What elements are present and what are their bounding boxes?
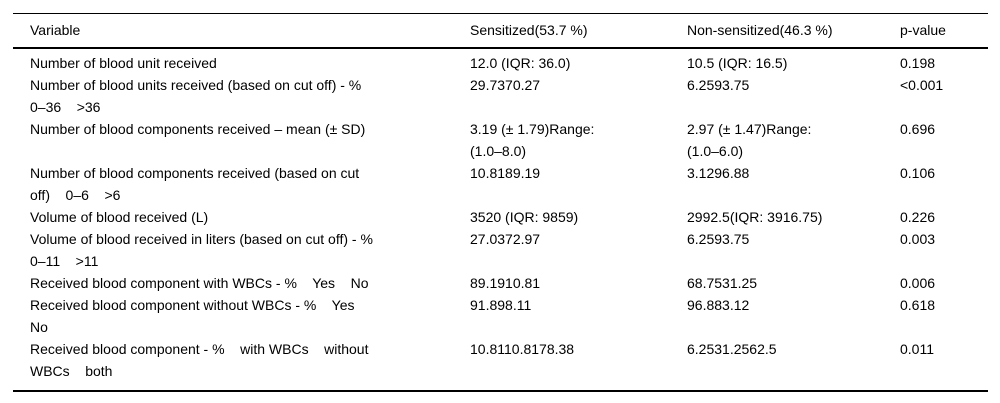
- non-sensitized-cell: 3.1296.88: [687, 162, 900, 206]
- cell-line: 2992.5(IQR: 3916.75): [687, 209, 823, 225]
- table-row: Number of blood unit received 12.0 (IQR: …: [13, 48, 988, 74]
- table-row: Received blood component without WBCs - …: [13, 294, 988, 338]
- non-sensitized-cell: 2992.5(IQR: 3916.75): [687, 206, 900, 228]
- sensitized-cell: 3520 (IQR: 9859): [470, 206, 687, 228]
- cell-line: 0–36 >36: [30, 99, 101, 115]
- non-sensitized-cell: 6.2593.75: [687, 228, 900, 272]
- cell-line: (1.0–6.0): [687, 143, 744, 159]
- cell-line: Received blood component with WBCs - % Y…: [30, 275, 369, 291]
- column-header-sensitized: Sensitized(53.7 %): [470, 13, 687, 49]
- table-container: Variable Sensitized(53.7 %) Non-sensitiz…: [13, 13, 988, 392]
- cell-line: 10.5 (IQR: 16.5): [687, 55, 788, 71]
- cell-line: off) 0–6 >6: [30, 187, 121, 203]
- cell-line: 0.226: [900, 209, 936, 225]
- cell-line: 91.898.11: [470, 297, 532, 313]
- cell-line: Received blood component without WBCs - …: [30, 297, 355, 313]
- variable-cell: Number of blood components received – me…: [13, 118, 470, 162]
- non-sensitized-cell: 10.5 (IQR: 16.5): [687, 48, 900, 74]
- cell-line: WBCs both: [30, 363, 113, 379]
- cell-line: 3.1296.88: [687, 165, 750, 181]
- variable-cell: Received blood component - % with WBCs w…: [13, 338, 470, 391]
- cell-line: 3520 (IQR: 9859): [470, 209, 579, 225]
- variable-cell: Volume of blood received in liters (base…: [13, 228, 470, 272]
- p-value-cell: 0.006: [900, 272, 988, 294]
- cell-line: 0.198: [900, 55, 936, 71]
- table-row: Number of blood units received (based on…: [13, 74, 988, 118]
- cell-line: 0.106: [900, 165, 936, 181]
- cell-line: 10.8110.8178.38: [470, 341, 575, 357]
- cell-line: 68.7531.25: [687, 275, 758, 291]
- p-value-cell: 0.011: [900, 338, 988, 391]
- cell-line: <0.001: [900, 77, 944, 93]
- sensitized-cell: 12.0 (IQR: 36.0): [470, 48, 687, 74]
- column-header-p-value: p-value: [900, 13, 988, 49]
- table-row: Volume of blood received in liters (base…: [13, 228, 988, 272]
- variable-cell: Received blood component with WBCs - % Y…: [13, 272, 470, 294]
- non-sensitized-cell: 96.883.12: [687, 294, 900, 338]
- cell-line: 0.618: [900, 297, 936, 313]
- cell-line: Number of blood units received (based on…: [30, 77, 362, 93]
- variable-cell: Received blood component without WBCs - …: [13, 294, 470, 338]
- non-sensitized-cell: 6.2531.2562.5: [687, 338, 900, 391]
- variable-cell: Number of blood components received (bas…: [13, 162, 470, 206]
- cell-line: 6.2593.75: [687, 77, 750, 93]
- variable-cell: Number of blood unit received: [13, 48, 470, 74]
- p-value-cell: 0.003: [900, 228, 988, 272]
- cell-line: 0.696: [900, 121, 936, 137]
- cell-line: 96.883.12: [687, 297, 750, 313]
- sensitized-cell: 89.1910.81: [470, 272, 687, 294]
- cell-line: Volume of blood received in liters (base…: [30, 231, 373, 247]
- table-row: Volume of blood received (L) 3520 (IQR: 9…: [13, 206, 988, 228]
- table-row: Received blood component - % with WBCs w…: [13, 338, 988, 391]
- p-value-cell: 0.618: [900, 294, 988, 338]
- cell-line: 0.003: [900, 231, 936, 247]
- cell-line: 6.2593.75: [687, 231, 750, 247]
- cell-line: 10.8189.19: [470, 165, 541, 181]
- column-header-non-sensitized: Non-sensitized(46.3 %): [687, 13, 900, 49]
- cell-line: 6.2531.2562.5: [687, 341, 777, 357]
- cell-line: (1.0–8.0): [470, 143, 527, 159]
- non-sensitized-cell: 6.2593.75: [687, 74, 900, 118]
- variable-cell: Number of blood units received (based on…: [13, 74, 470, 118]
- cell-line: Volume of blood received (L): [30, 209, 209, 225]
- cell-line: 3.19 (± 1.79)Range:: [470, 121, 595, 137]
- cell-line: 27.0372.97: [470, 231, 541, 247]
- cell-line: 89.1910.81: [470, 275, 541, 291]
- sensitized-cell: 10.8110.8178.38: [470, 338, 687, 391]
- cell-line: No: [30, 319, 48, 335]
- cell-line: 0.011: [900, 341, 934, 357]
- table-row: Received blood component with WBCs - % Y…: [13, 272, 988, 294]
- table-row: Number of blood components received – me…: [13, 118, 988, 162]
- cell-line: 0–11 >11: [30, 253, 99, 269]
- cell-line: Received blood component - % with WBCs w…: [30, 341, 369, 357]
- p-value-cell: 0.226: [900, 206, 988, 228]
- table-row: Number of blood components received (bas…: [13, 162, 988, 206]
- cell-line: 12.0 (IQR: 36.0): [470, 55, 571, 71]
- p-value-cell: <0.001: [900, 74, 988, 118]
- cell-line: 29.7370.27: [470, 77, 541, 93]
- non-sensitized-cell: 68.7531.25: [687, 272, 900, 294]
- column-header-variable: Variable: [13, 13, 470, 49]
- table-body: Number of blood unit received 12.0 (IQR: …: [13, 48, 988, 391]
- p-value-cell: 0.696: [900, 118, 988, 162]
- p-value-cell: 0.198: [900, 48, 988, 74]
- blood-transfusion-comparison-table: Variable Sensitized(53.7 %) Non-sensitiz…: [13, 13, 988, 392]
- non-sensitized-cell: 2.97 (± 1.47)Range: (1.0–6.0): [687, 118, 900, 162]
- sensitized-cell: 27.0372.97: [470, 228, 687, 272]
- cell-line: Number of blood components received – me…: [30, 121, 366, 137]
- header-row: Variable Sensitized(53.7 %) Non-sensitiz…: [13, 13, 988, 49]
- table-header: Variable Sensitized(53.7 %) Non-sensitiz…: [13, 13, 988, 49]
- cell-line: 2.97 (± 1.47)Range:: [687, 121, 812, 137]
- sensitized-cell: 10.8189.19: [470, 162, 687, 206]
- cell-line: Number of blood unit received: [30, 55, 217, 71]
- sensitized-cell: 91.898.11: [470, 294, 687, 338]
- p-value-cell: 0.106: [900, 162, 988, 206]
- sensitized-cell: 29.7370.27: [470, 74, 687, 118]
- sensitized-cell: 3.19 (± 1.79)Range: (1.0–8.0): [470, 118, 687, 162]
- cell-line: Number of blood components received (bas…: [30, 165, 360, 181]
- cell-line: 0.006: [900, 275, 936, 291]
- variable-cell: Volume of blood received (L): [13, 206, 470, 228]
